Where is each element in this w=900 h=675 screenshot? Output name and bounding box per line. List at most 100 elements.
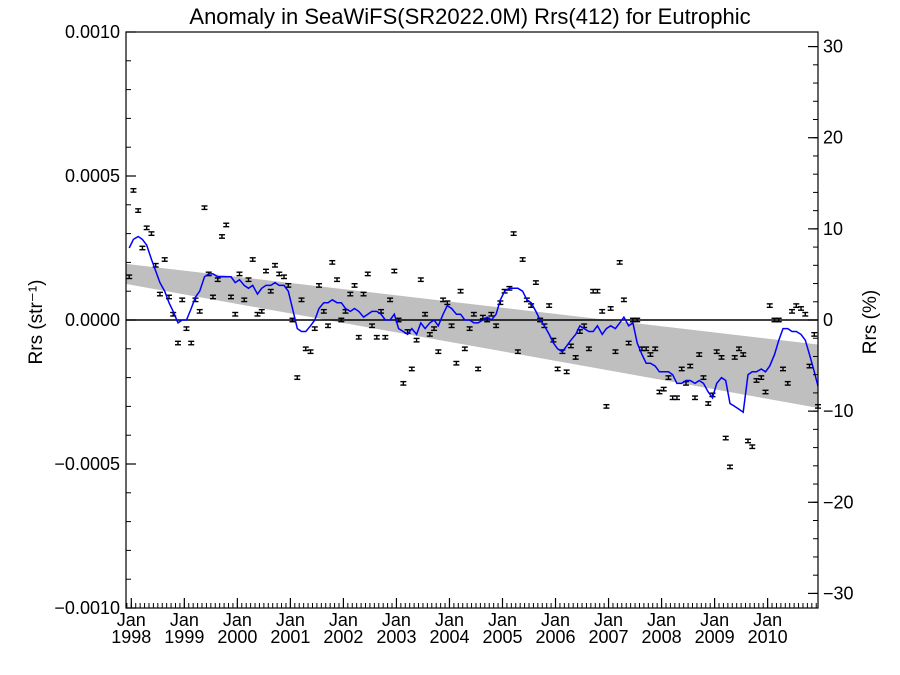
left-tick-label: 0.0010 xyxy=(65,22,120,42)
data-point xyxy=(316,283,323,288)
data-point xyxy=(241,297,248,303)
data-point xyxy=(338,317,345,323)
x-tick-month: Jan xyxy=(700,610,729,630)
data-point xyxy=(347,291,354,297)
x-tick-month: Jan xyxy=(753,610,782,630)
data-point xyxy=(466,326,473,332)
x-tick-year: 1998 xyxy=(111,627,151,647)
data-point xyxy=(718,355,725,360)
x-tick-month: Jan xyxy=(647,610,676,630)
data-point xyxy=(789,308,796,314)
x-tick-month: Jan xyxy=(117,610,146,630)
data-point xyxy=(766,303,773,309)
data-point xyxy=(426,331,433,337)
right-tick-label: 10 xyxy=(823,219,843,239)
data-point xyxy=(431,326,438,332)
data-point xyxy=(262,268,269,274)
data-point xyxy=(603,403,610,409)
data-point xyxy=(731,355,738,360)
left-tick-label: −0.0010 xyxy=(54,598,120,618)
x-tick-year: 2001 xyxy=(270,627,310,647)
x-tick-month: Jan xyxy=(329,610,358,630)
data-point xyxy=(758,375,765,381)
x-tick-year: 2005 xyxy=(482,627,522,647)
data-point xyxy=(298,297,305,303)
x-tick-month: Jan xyxy=(541,610,570,630)
data-point xyxy=(652,346,659,352)
data-point xyxy=(519,257,526,262)
data-point xyxy=(444,300,451,306)
data-point xyxy=(493,323,500,329)
data-point xyxy=(457,288,464,294)
data-point xyxy=(554,366,561,372)
y-axis-label-right: Rrs (%) xyxy=(860,290,881,354)
right-tick-label: −10 xyxy=(823,401,854,421)
data-point xyxy=(700,375,707,381)
data-point xyxy=(435,349,442,355)
data-point xyxy=(218,234,225,239)
data-point xyxy=(156,291,163,297)
data-point xyxy=(749,444,756,450)
right-tick-label: 0 xyxy=(823,310,833,330)
data-point xyxy=(307,349,314,355)
data-point xyxy=(174,340,181,346)
left-tick-label: 0.0000 xyxy=(65,310,120,330)
data-point xyxy=(391,268,398,274)
x-tick-year: 2003 xyxy=(376,627,416,647)
x-tick-month: Jan xyxy=(382,610,411,630)
data-point xyxy=(687,363,694,369)
data-point xyxy=(294,375,301,381)
data-point xyxy=(329,259,336,265)
x-tick-year: 2008 xyxy=(642,627,682,647)
data-point xyxy=(201,205,208,211)
x-tick-year: 2010 xyxy=(748,627,788,647)
data-point xyxy=(780,366,787,372)
y-axis-label-left: Rrs (str⁻¹) xyxy=(26,280,47,365)
data-point xyxy=(461,346,468,352)
left-tick-label: 0.0005 xyxy=(65,166,120,186)
data-point xyxy=(135,208,142,213)
data-point xyxy=(722,435,729,441)
right-tick-label: 20 xyxy=(823,128,843,148)
x-tick-month: Jan xyxy=(170,610,199,630)
x-tick-month: Jan xyxy=(594,610,623,630)
data-point xyxy=(811,331,818,337)
data-point xyxy=(607,306,614,311)
data-point xyxy=(775,317,782,323)
data-point xyxy=(209,294,216,300)
data-point xyxy=(532,280,539,285)
data-point xyxy=(673,395,680,401)
data-point xyxy=(599,308,606,314)
x-tick-month: Jan xyxy=(276,610,305,630)
data-point xyxy=(249,257,256,262)
data-point xyxy=(798,306,805,311)
data-point xyxy=(382,334,389,340)
data-point xyxy=(360,291,367,297)
data-point xyxy=(567,343,574,349)
data-point xyxy=(643,346,650,352)
data-point xyxy=(696,352,703,357)
x-tick-year: 2004 xyxy=(429,627,469,647)
data-point xyxy=(281,274,288,280)
data-point xyxy=(488,311,495,317)
x-tick-year: 2000 xyxy=(217,627,257,647)
data-point xyxy=(334,277,341,283)
x-tick-year: 2006 xyxy=(535,627,575,647)
data-point xyxy=(660,386,667,392)
data-point xyxy=(369,323,376,329)
data-point xyxy=(351,283,358,288)
data-point xyxy=(475,366,482,372)
x-tick-month: Jan xyxy=(488,610,517,630)
data-point xyxy=(422,311,429,317)
data-point xyxy=(735,346,742,352)
data-point xyxy=(400,380,407,386)
data-point xyxy=(762,389,769,395)
data-point xyxy=(417,277,424,283)
data-point xyxy=(325,323,332,329)
chart-title: Anomaly in SeaWiFS(SR2022.0M) Rrs(412) f… xyxy=(189,4,750,29)
data-point xyxy=(784,380,791,386)
data-point xyxy=(355,334,362,340)
left-y-axis: 0.0010 0.0005 0.0000 −0.0005 −0.0010 xyxy=(54,22,136,618)
x-tick-month: Jan xyxy=(223,610,252,630)
